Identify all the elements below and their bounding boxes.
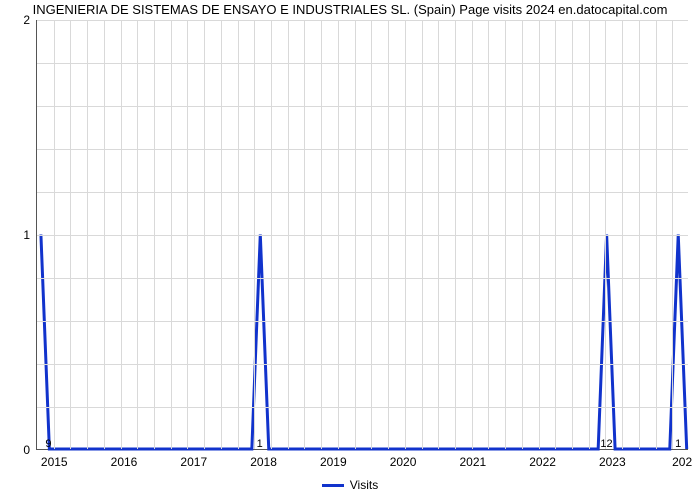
legend-label: Visits xyxy=(350,478,378,492)
x-tick-label: 2023 xyxy=(599,455,626,469)
grid-line-v xyxy=(639,20,640,449)
x-tick-label: 2020 xyxy=(390,455,417,469)
grid-line-h-minor xyxy=(37,278,688,279)
grid-line-v xyxy=(154,20,155,449)
x-tick-label: 2017 xyxy=(180,455,207,469)
x-tick-label: 2018 xyxy=(250,455,277,469)
y-tick-label: 1 xyxy=(10,228,30,242)
legend: Visits xyxy=(0,478,700,492)
grid-line-v xyxy=(371,20,372,449)
point-value-label: 12 xyxy=(600,438,612,450)
grid-line-v xyxy=(104,20,105,449)
grid-line-h-minor xyxy=(37,321,688,322)
grid-line-h xyxy=(37,20,688,21)
legend-swatch xyxy=(322,484,344,487)
y-tick-label: 2 xyxy=(10,13,30,27)
x-tick-label: 2016 xyxy=(111,455,138,469)
grid-line-v xyxy=(221,20,222,449)
grid-line-h-minor xyxy=(37,106,688,107)
grid-line-v xyxy=(505,20,506,449)
grid-line-v xyxy=(288,20,289,449)
grid-line-v xyxy=(472,20,473,449)
grid-line-v xyxy=(622,20,623,449)
chart-title: INGENIERIA DE SISTEMAS DE ENSAYO E INDUS… xyxy=(0,2,700,17)
grid-line-h-minor xyxy=(37,63,688,64)
grid-line-h-minor xyxy=(37,364,688,365)
grid-line-v xyxy=(137,20,138,449)
grid-line-v xyxy=(605,20,606,449)
grid-line-v xyxy=(238,20,239,449)
grid-line-v xyxy=(522,20,523,449)
grid-line-h-minor xyxy=(37,407,688,408)
grid-line-v xyxy=(672,20,673,449)
y-tick-label: 0 xyxy=(10,443,30,457)
grid-line-v xyxy=(539,20,540,449)
grid-line-v xyxy=(338,20,339,449)
grid-line-v xyxy=(572,20,573,449)
x-tick-label: 2015 xyxy=(41,455,68,469)
x-tick-label: 2022 xyxy=(529,455,556,469)
grid-line-v xyxy=(589,20,590,449)
grid-line-h-minor xyxy=(37,149,688,150)
point-value-label: 1 xyxy=(257,438,263,450)
grid-line-v xyxy=(87,20,88,449)
x-tick-label: 202 xyxy=(672,455,692,469)
grid-line-v xyxy=(254,20,255,449)
x-tick-label: 2019 xyxy=(320,455,347,469)
grid-line-v xyxy=(455,20,456,449)
grid-line-v xyxy=(405,20,406,449)
grid-line-v xyxy=(304,20,305,449)
x-tick-label: 2021 xyxy=(459,455,486,469)
grid-line-v xyxy=(488,20,489,449)
grid-line-v xyxy=(321,20,322,449)
chart-container: INGENIERIA DE SISTEMAS DE ENSAYO E INDUS… xyxy=(0,0,700,500)
grid-line-v xyxy=(54,20,55,449)
point-value-label: 1 xyxy=(675,438,681,450)
grid-line-v xyxy=(388,20,389,449)
plot-area xyxy=(36,20,688,450)
grid-line-v xyxy=(70,20,71,449)
grid-line-v xyxy=(171,20,172,449)
grid-line-v xyxy=(271,20,272,449)
grid-line-v xyxy=(204,20,205,449)
grid-line-v xyxy=(422,20,423,449)
grid-line-v xyxy=(438,20,439,449)
grid-line-h-minor xyxy=(37,192,688,193)
point-value-label: 9 xyxy=(45,438,51,450)
grid-line-v xyxy=(355,20,356,449)
grid-line-h xyxy=(37,235,688,236)
grid-line-v xyxy=(121,20,122,449)
grid-line-v xyxy=(555,20,556,449)
grid-line-v xyxy=(656,20,657,449)
grid-line-v xyxy=(187,20,188,449)
